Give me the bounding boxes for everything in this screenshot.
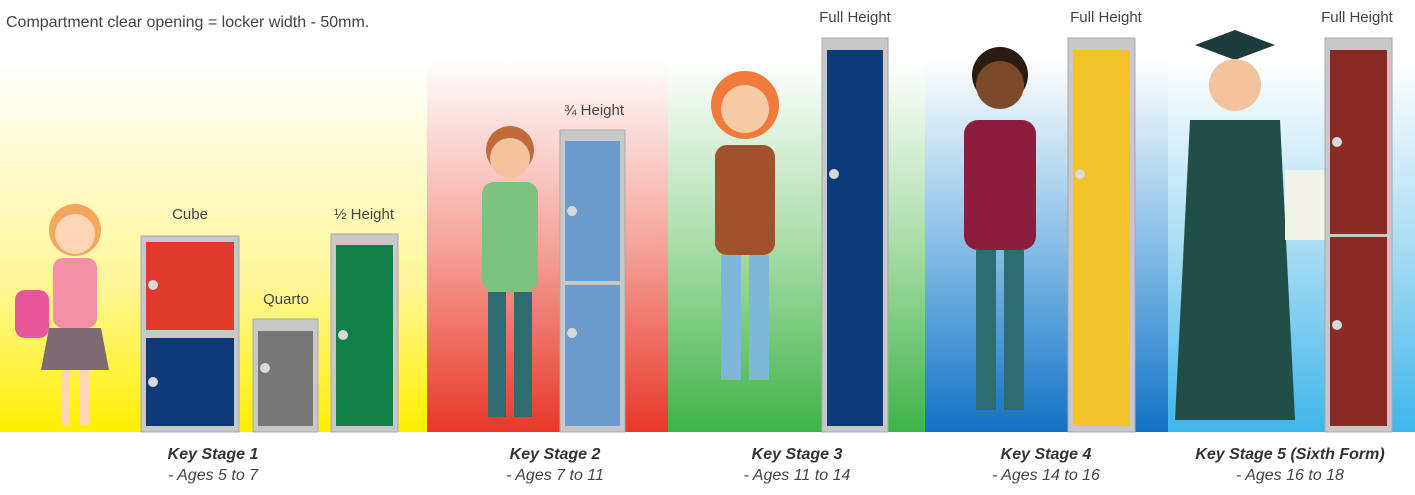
note: Compartment clear opening = locker width… <box>6 14 369 31</box>
stage-title: Key Stage 1 <box>168 446 259 463</box>
locker-half <box>331 234 398 432</box>
locker-full <box>1068 38 1135 432</box>
locker-label: ¾ Height <box>564 102 625 119</box>
stage-title: Key Stage 2 <box>510 446 601 463</box>
locker-full <box>822 38 888 432</box>
stage-ages: - Ages 14 to 16 <box>992 467 1100 484</box>
stage-ages: - Ages 7 to 11 <box>506 467 604 484</box>
locker-full <box>1325 38 1392 432</box>
locker-cube <box>141 236 239 432</box>
locker-label: Quarto <box>263 291 309 308</box>
locker-label: Full Height <box>819 9 892 26</box>
stage-title: Key Stage 3 <box>752 446 843 463</box>
locker-label: Full Height <box>1070 9 1143 26</box>
infographic: Compartment clear opening = locker width… <box>0 0 1415 490</box>
stage-ages: - Ages 5 to 7 <box>168 467 259 484</box>
locker-three-quarter <box>560 130 625 432</box>
locker-quarto <box>253 319 318 432</box>
locker-label: ½ Height <box>334 206 395 223</box>
locker-label: Cube <box>172 206 208 223</box>
stage-title: Key Stage 5 (Sixth Form) <box>1195 446 1384 463</box>
locker-label: Full Height <box>1321 9 1394 26</box>
stage-ages: - Ages 16 to 18 <box>1236 467 1344 484</box>
stage-ages: - Ages 11 to 14 <box>744 467 851 484</box>
stage-title: Key Stage 4 <box>1001 446 1092 463</box>
